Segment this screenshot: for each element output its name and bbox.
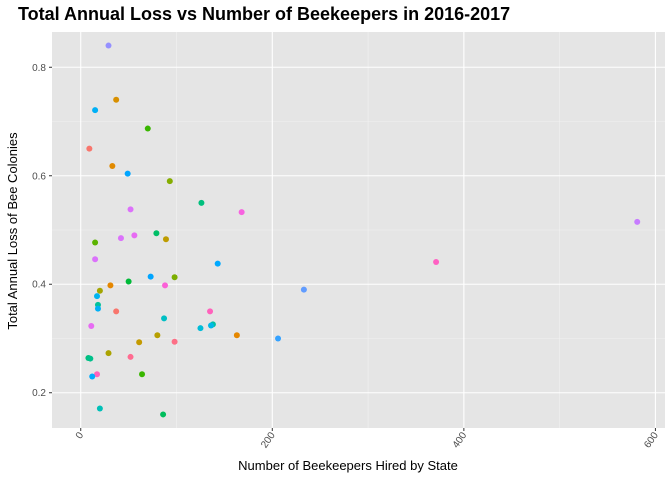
data-point [275, 335, 282, 342]
y-tick-label: 0.4 [32, 280, 46, 291]
x-tick-label: 0 [74, 430, 86, 441]
data-point [197, 325, 204, 332]
x-tick-label: 200 [259, 430, 278, 450]
data-point [233, 332, 240, 339]
data-point [161, 315, 168, 322]
data-point [131, 232, 138, 239]
data-point [92, 256, 99, 263]
data-points [85, 42, 641, 418]
data-point [154, 332, 161, 339]
data-point [109, 162, 116, 169]
data-point [160, 411, 167, 418]
data-point [89, 373, 96, 380]
data-point [207, 322, 214, 329]
data-point [214, 260, 221, 267]
data-point [127, 206, 134, 213]
data-point [96, 405, 103, 412]
data-point [92, 239, 99, 246]
data-point [166, 178, 173, 185]
data-point [117, 235, 124, 242]
major-gridlines [52, 32, 665, 428]
data-point [634, 218, 641, 225]
x-axis: 0 200 400 600 [74, 428, 661, 450]
data-point [238, 209, 245, 216]
data-point [125, 278, 132, 285]
data-point [127, 353, 134, 360]
data-point [171, 274, 178, 281]
data-point [92, 107, 99, 114]
data-point [162, 236, 169, 243]
chart-title: Total Annual Loss vs Number of Beekeeper… [18, 4, 510, 24]
data-point [198, 199, 205, 206]
data-point [107, 282, 114, 289]
y-axis: 0.2 0.4 0.6 0.8 [32, 63, 52, 399]
data-point [94, 305, 101, 312]
x-axis-title: Number of Beekeepers Hired by State [238, 458, 458, 473]
data-point [124, 170, 131, 177]
data-point [86, 145, 93, 152]
data-point [105, 42, 112, 49]
y-axis-title: Total Annual Loss of Bee Colonies [5, 132, 20, 330]
data-point [144, 125, 151, 132]
data-point [136, 339, 143, 346]
y-tick-label: 0.6 [32, 171, 46, 182]
data-point [139, 371, 146, 378]
data-point [162, 282, 169, 289]
data-point [105, 350, 112, 357]
data-point [153, 230, 160, 237]
data-point [87, 355, 94, 362]
data-point [147, 273, 154, 280]
data-point [207, 308, 214, 315]
y-tick-label: 0.8 [32, 63, 46, 74]
x-tick-label: 400 [451, 430, 470, 450]
y-tick-label: 0.2 [32, 388, 46, 399]
minor-gridlines [52, 32, 665, 428]
data-point [113, 308, 120, 315]
data-point [433, 259, 440, 266]
data-point [88, 323, 95, 330]
data-point [94, 371, 101, 378]
data-point [113, 96, 120, 103]
x-tick-label: 600 [642, 430, 661, 450]
data-point [171, 338, 178, 345]
data-point [96, 287, 103, 294]
data-point [94, 293, 101, 300]
data-point [300, 286, 307, 293]
